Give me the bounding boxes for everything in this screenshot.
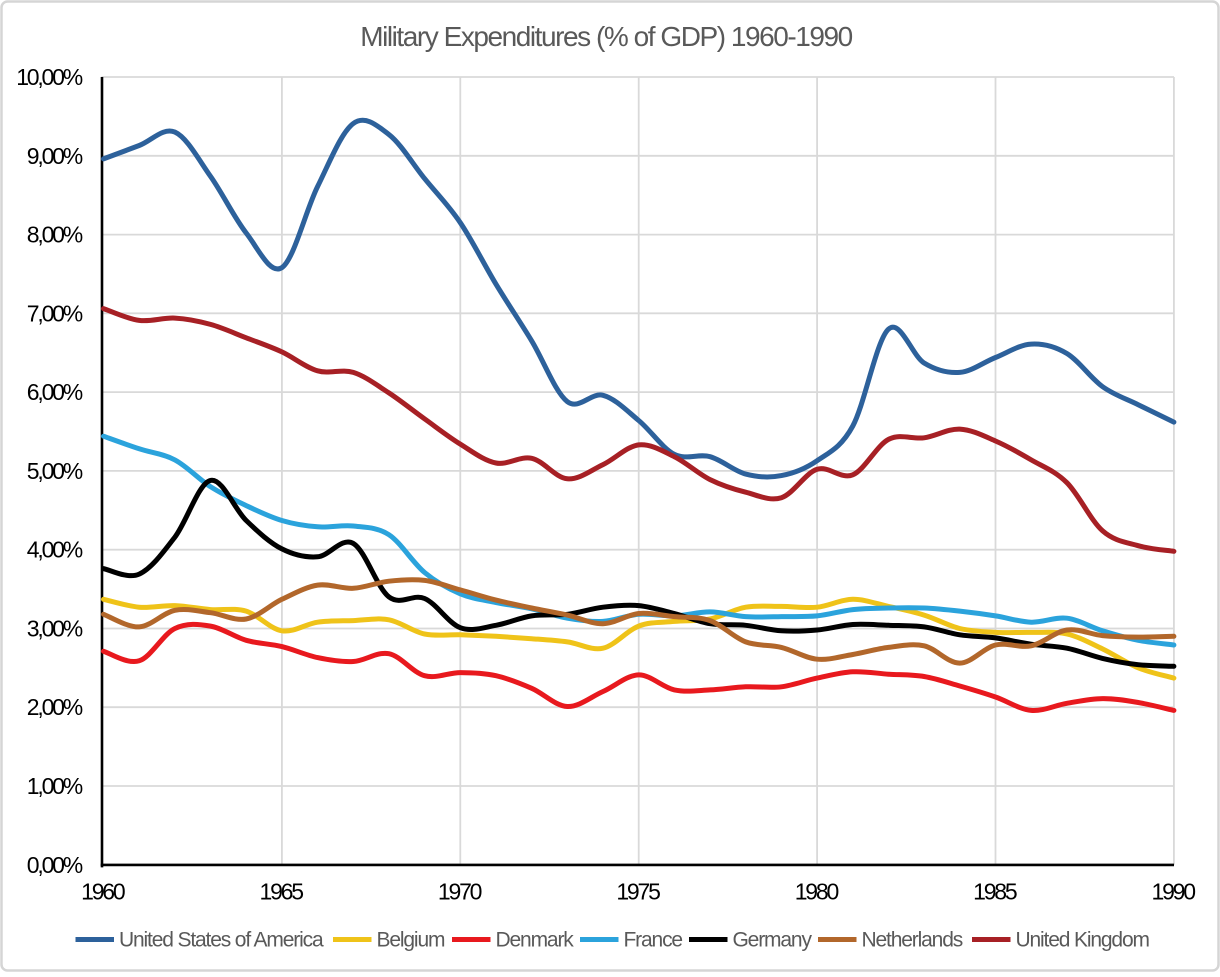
svg-text:United States of America: United States of America	[119, 929, 324, 952]
svg-text:4,00%: 4,00%	[27, 537, 83, 563]
svg-text:Military Expenditures (% of GD: Military Expenditures (% of GDP) 1960-19…	[360, 21, 852, 52]
svg-text:1965: 1965	[260, 879, 304, 905]
svg-text:7,00%: 7,00%	[27, 300, 83, 326]
svg-text:France: France	[624, 929, 683, 952]
svg-text:Denmark: Denmark	[496, 929, 575, 952]
svg-text:Belgium: Belgium	[377, 929, 445, 952]
svg-text:1975: 1975	[616, 879, 660, 905]
svg-text:1,00%: 1,00%	[27, 773, 83, 799]
svg-text:United Kingdom: United Kingdom	[1016, 929, 1150, 952]
svg-text:Germany: Germany	[733, 929, 813, 952]
svg-text:Netherlands: Netherlands	[862, 929, 963, 952]
svg-text:3,00%: 3,00%	[27, 616, 83, 642]
svg-text:1990: 1990	[1152, 879, 1196, 905]
svg-text:1980: 1980	[795, 879, 839, 905]
svg-text:1985: 1985	[973, 879, 1017, 905]
svg-text:10,00%: 10,00%	[16, 64, 83, 90]
svg-text:2,00%: 2,00%	[27, 694, 83, 720]
svg-text:8,00%: 8,00%	[27, 222, 83, 248]
svg-text:1960: 1960	[81, 879, 125, 905]
svg-text:5,00%: 5,00%	[27, 458, 83, 484]
svg-text:0,00%: 0,00%	[27, 852, 83, 878]
svg-text:1970: 1970	[438, 879, 482, 905]
svg-text:6,00%: 6,00%	[27, 379, 83, 405]
svg-text:9,00%: 9,00%	[27, 143, 83, 169]
